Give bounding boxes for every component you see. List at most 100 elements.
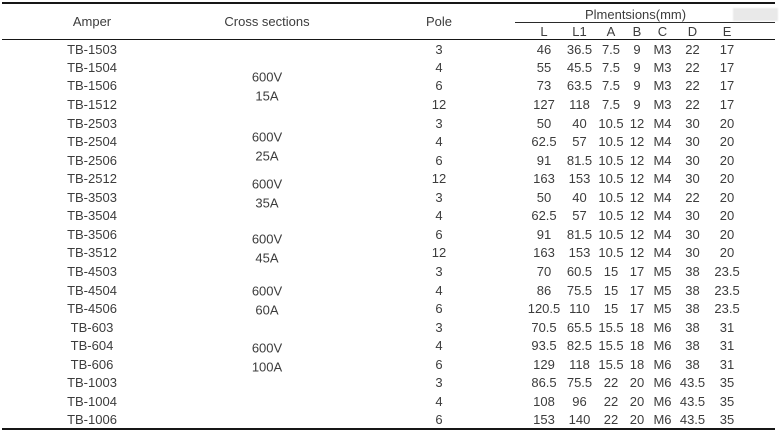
amper-cell: TB-3506 [67, 226, 117, 242]
amper-cell: TB-4506 [67, 301, 117, 317]
dim-d-cell: 22 [685, 59, 700, 75]
dim-a-cell: 7.5 [601, 41, 621, 57]
dim-a-cell: 10.5 [598, 134, 624, 150]
dim-l-cell: 70.5 [531, 319, 557, 335]
spacer-cell [745, 207, 775, 226]
dim-d-cell: 30 [685, 171, 700, 187]
amperage-text: 35A [255, 195, 279, 210]
spacer-cell [745, 318, 775, 337]
column-header-dim-l: L [540, 24, 548, 39]
dim-d-cell: 43.5 [679, 375, 706, 391]
dim-c-cell: M6 [653, 338, 672, 354]
spacer-cell [745, 77, 775, 96]
pole-cell: 3 [435, 264, 443, 280]
dim-c-cell: M6 [653, 393, 672, 409]
amper-cell: TB-1504 [67, 59, 117, 75]
dim-c-cell: M3 [653, 96, 672, 112]
dim-l-cell: 86.5 [531, 375, 557, 391]
dim-b-cell: 20 [629, 412, 645, 428]
dim-e-cell: 20 [719, 134, 735, 150]
spacer-cell [745, 281, 775, 300]
dim-a-cell: 7.5 [601, 78, 621, 94]
column-header-amper: Amper [72, 14, 112, 29]
dim-d-cell: 38 [685, 338, 700, 354]
dim-l-cell: 62.5 [531, 134, 557, 150]
dim-l1-cell: 82.5 [566, 338, 593, 354]
pole-cell: 4 [435, 393, 443, 409]
dim-b-cell: 12 [629, 189, 645, 205]
dim-e-cell: 17 [719, 96, 735, 112]
dim-d-cell: 43.5 [679, 412, 706, 428]
dim-e-cell: 17 [719, 41, 735, 57]
header-row-main: Amper Cross sections Pole Plmentsions(mm… [2, 3, 775, 30]
spacer-cell [745, 262, 775, 281]
dim-b-cell: 12 [629, 171, 645, 187]
dim-d-cell: 43.5 [679, 393, 706, 409]
pole-cell: 3 [435, 41, 443, 57]
dim-a-cell: 10.5 [598, 152, 624, 168]
dim-b-cell: 18 [629, 356, 645, 372]
pole-cell: 12 [431, 245, 447, 261]
dim-d-cell: 22 [685, 96, 700, 112]
amper-cell: TB-1512 [67, 96, 117, 112]
spacer-cell [745, 114, 775, 133]
pole-cell: 4 [435, 59, 443, 75]
pole-cell: 4 [435, 282, 443, 298]
dim-l1-cell: 118 [569, 96, 590, 112]
pole-cell: 6 [435, 78, 443, 94]
dim-d-cell: 22 [685, 189, 700, 205]
dim-b-cell: 20 [629, 375, 645, 391]
dim-d-cell: 38 [685, 356, 700, 372]
amperage-text: 100A [251, 359, 283, 374]
pole-cell: 4 [435, 208, 443, 224]
table-row: TB-4504 4 86 75.5 15 17 M5 38 23.5 [2, 281, 775, 300]
dim-a-cell: 22 [603, 412, 619, 428]
dim-a-cell: 7.5 [601, 96, 621, 112]
table-row: TB-603 3 70.5 65.5 15.5 18 M6 38 31 [2, 318, 775, 337]
dim-a-cell: 22 [603, 375, 619, 391]
column-header-dim-c: C [657, 24, 668, 39]
amper-cell: TB-1503 [67, 41, 117, 57]
dim-l-cell: 153 [533, 412, 555, 428]
dim-c-cell: M4 [653, 152, 672, 168]
table-row: TB-3512 12 163 153 10.5 12 M4 30 20 [2, 244, 775, 263]
pole-cell: 6 [435, 152, 443, 168]
dim-b-cell: 12 [629, 245, 645, 261]
dim-e-cell: 20 [719, 189, 735, 205]
dim-c-cell: M4 [653, 208, 672, 224]
dim-l-cell: 127 [533, 96, 555, 112]
column-header-cross-sections: Cross sections [224, 14, 310, 29]
pole-cell: 3 [435, 189, 443, 205]
dim-l1-cell: 96 [572, 393, 587, 409]
spacer-cell [745, 411, 775, 430]
dim-d-cell: 22 [685, 41, 700, 57]
dim-l1-cell: 110 [569, 301, 590, 317]
dim-a-cell: 15 [603, 282, 619, 298]
dim-e-cell: 23.5 [714, 301, 740, 317]
dim-l-cell: 163 [533, 245, 555, 261]
table-row: TB-1512 12 127 118 7.5 9 M3 22 17 [2, 95, 775, 114]
dim-l1-cell: 75.5 [566, 375, 593, 391]
amper-cell: TB-606 [70, 356, 114, 372]
spacer-cell [745, 132, 775, 151]
cross-sections-cell [182, 392, 352, 411]
spacer-cell [745, 225, 775, 244]
dim-b-cell: 12 [629, 226, 645, 242]
pole-cell: 4 [435, 338, 443, 354]
spacer-cell [745, 374, 775, 393]
cross-section-group-60a: 600V 60A [252, 282, 282, 319]
dim-b-cell: 18 [629, 319, 645, 335]
table-row: TB-1503 3 46 36.5 7.5 9 M3 22 17 [2, 40, 775, 59]
dim-a-cell: 15.5 [598, 356, 624, 372]
dim-l1-cell: 65.5 [566, 319, 593, 335]
amper-cell: TB-3503 [67, 189, 117, 205]
amper-cell: TB-3512 [67, 245, 117, 261]
amper-cell: TB-1004 [67, 393, 117, 409]
amper-cell: TB-2504 [67, 134, 117, 150]
table-row: TB-606 6 129 118 15.5 18 M6 38 31 [2, 355, 775, 374]
table-row: TB-1003 3 86.5 75.5 22 20 M6 43.5 35 [2, 374, 775, 393]
dim-b-cell: 12 [629, 134, 645, 150]
dim-d-cell: 38 [685, 319, 700, 335]
dim-c-cell: M4 [653, 115, 672, 131]
dim-e-cell: 20 [719, 226, 735, 242]
